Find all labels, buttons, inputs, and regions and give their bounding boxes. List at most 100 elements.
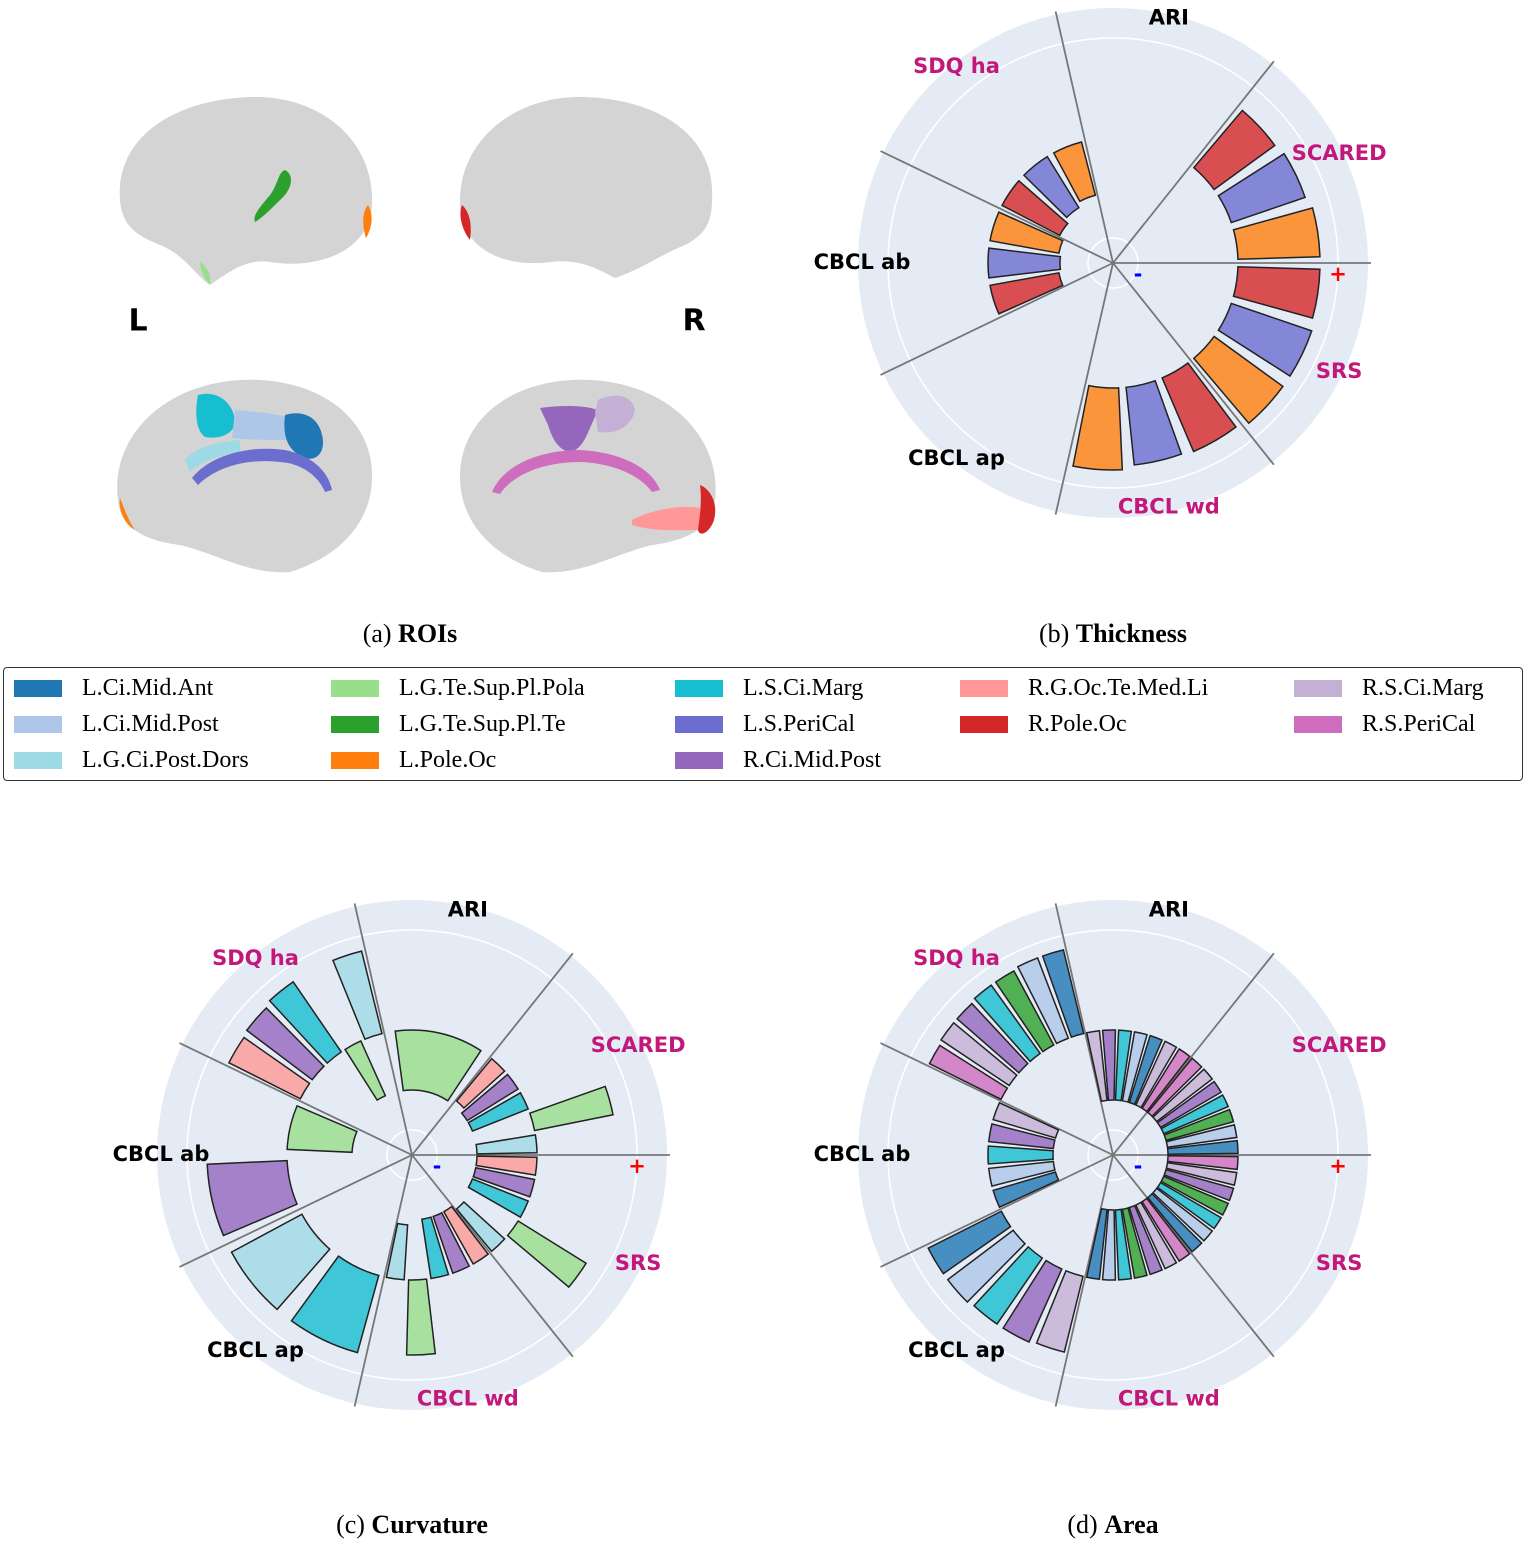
legend-item: L.G.Ci.Post.Dors [14,742,249,778]
sector-divider [1054,11,1114,264]
polar-chart: SCARED ARI SDQ ha CBCL ab CBCL ap CBCL wd SRS -… [814,5,1387,648]
bar [467,1177,530,1219]
bar [421,1216,450,1280]
sector-divider [1112,262,1275,466]
roi [698,485,716,534]
legend-label: L.G.Ci.Post.Dors [82,746,249,773]
polar-chart: SCARED ARI SDQ ha CBCL ab CBCL ap CBCL wd SRS -… [113,897,686,1539]
legend-swatch [14,715,62,733]
sector-divider [880,1042,1114,1156]
legend-label: L.Ci.Mid.Post [82,710,219,737]
bar [946,1229,1027,1304]
legend-swatch [331,751,379,769]
sector-label: SCARED [1292,1033,1387,1057]
bar [343,1039,387,1102]
bar [987,247,1062,279]
bar [1166,1154,1239,1171]
brain-lateral-left [119,96,373,285]
bar [1163,1168,1235,1202]
sector-label: CBCL ap [908,446,1005,470]
sector-label: CBCL wd [417,1387,519,1411]
caption-label: (d) [1067,1510,1097,1539]
bar [290,1255,380,1354]
bar [1101,1029,1117,1101]
sector-divider [1112,952,1275,1156]
sector-divider [1112,1154,1275,1358]
bar [286,1104,358,1154]
caption-label: (a) [363,619,392,648]
bar [1156,1080,1223,1129]
bar [1016,956,1070,1045]
legend-item: L.Ci.Mid.Ant [14,670,213,706]
roi [284,413,324,459]
r-tick-label: + [1329,1154,1347,1178]
sector-divider [179,1154,413,1268]
bar [1160,1094,1230,1135]
sector-divider [1112,60,1275,264]
bar [472,1166,536,1198]
bar [1151,1068,1214,1123]
bar [987,1145,1054,1165]
bar [1128,1034,1164,1106]
bar [1134,1201,1178,1270]
brain-lateral-right [459,96,713,278]
bar [227,1036,311,1100]
bar [1166,1139,1239,1156]
bar [1041,949,1085,1039]
bar [475,1155,538,1176]
bar [1165,1161,1238,1187]
bar [1114,1208,1133,1281]
bar [992,1101,1060,1139]
r-tick-label: - [1134,1154,1143,1178]
bar [1022,155,1080,219]
sector-divider [880,150,1114,264]
bar [268,980,343,1065]
legend-item: R.Pole.Oc [960,706,1127,742]
bar [987,1122,1056,1150]
bar [1121,1206,1148,1279]
roi [185,440,240,472]
bar [928,1044,1009,1101]
bar [245,1006,326,1081]
sector-label: ARI [1149,897,1189,921]
roi [363,205,372,238]
sector-divider [1054,903,1114,1156]
legend-item: L.S.PeriCal [675,706,855,742]
sector-label: CBCL ab [814,250,911,274]
roi [200,262,211,285]
legend-item: R.G.Oc.Te.Med.Li [960,670,1208,706]
bar [467,1091,530,1133]
legend-item: R.S.Ci.Marg [1294,670,1484,706]
bar [1125,379,1183,466]
bar [1156,1181,1223,1230]
legend-label: L.G.Te.Sup.Pl.Pola [399,674,585,701]
caption-title: ROIs [398,619,457,648]
sector-label: CBCL ab [814,1142,911,1166]
legend-swatch [675,715,723,733]
legend: L.Ci.Mid.Ant L.Ci.Mid.Post L.G.Ci.Post.Dor… [3,667,1523,781]
bar [989,271,1064,315]
caption: (c) Curvature [336,1510,488,1539]
bar [973,984,1042,1063]
legend-label: L.S.PeriCal [743,710,855,737]
bar [1217,152,1307,224]
bar [1232,265,1321,319]
bar [1114,1029,1133,1102]
bar [455,1200,506,1253]
bar [1052,141,1097,203]
bar [1001,179,1069,237]
sector-divider [1054,1154,1114,1407]
bar [475,1134,538,1155]
legend-label: L.Pole.Oc [399,746,497,773]
sector-label: SRS [615,1251,661,1275]
sector-label: ARI [448,897,488,921]
bar [1161,361,1238,453]
sector-label: SDQ ha [212,946,299,970]
sector-label: SRS [1316,359,1362,383]
bar [972,1245,1044,1326]
bar [206,1159,299,1237]
legend-label: L.G.Te.Sup.Pl.Te [399,710,566,737]
bar [1085,1029,1108,1103]
